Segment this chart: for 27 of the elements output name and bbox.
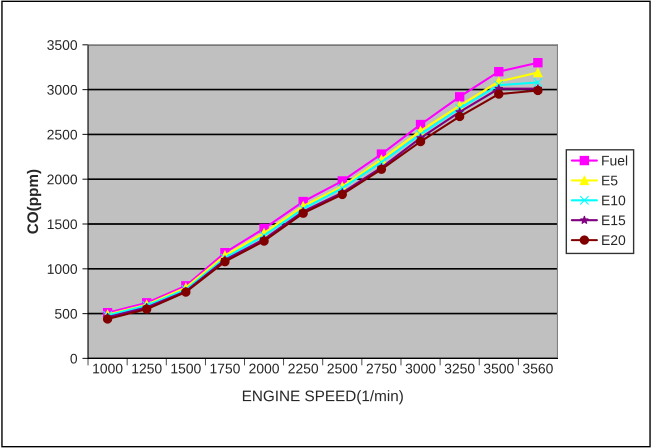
y-tick-label: 0 — [70, 354, 78, 364]
legend-label: E20 — [602, 235, 626, 246]
legend-label: E5 — [602, 176, 618, 186]
x-tick-label: 1000 — [93, 364, 122, 374]
x-tick-label: 1500 — [171, 364, 201, 374]
x-tick-label: 2250 — [288, 364, 318, 374]
x-tick-label: 1250 — [132, 364, 162, 374]
y-tick-label: 3000 — [47, 84, 78, 95]
y-tick-label: 1500 — [48, 219, 78, 230]
legend-label: E10 — [602, 195, 626, 206]
x-tick-label: 2750 — [366, 364, 396, 374]
x-tick-label: 3500 — [484, 364, 514, 374]
legend-label: Fuel — [602, 155, 628, 166]
y-tick-label: 2500 — [47, 130, 78, 140]
y-tick-label: 1000 — [48, 264, 78, 274]
x-tick-label: 3560 — [522, 364, 553, 374]
x-tick-label: 3000 — [406, 364, 436, 374]
y-tick-label: 500 — [54, 308, 78, 319]
y-tick-label: 3500 — [47, 40, 78, 50]
x-axis-title: ENGINE SPEED(1/min) — [242, 390, 403, 404]
x-tick-label: 2500 — [328, 364, 358, 374]
x-tick-label: 2000 — [249, 364, 279, 374]
legend-label: E15 — [602, 216, 626, 226]
y-axis-title: CO(ppm) — [26, 170, 42, 234]
x-tick-label: 1750 — [210, 364, 240, 374]
y-tick-label: 2000 — [47, 174, 78, 184]
x-tick-label: 3250 — [444, 364, 475, 374]
